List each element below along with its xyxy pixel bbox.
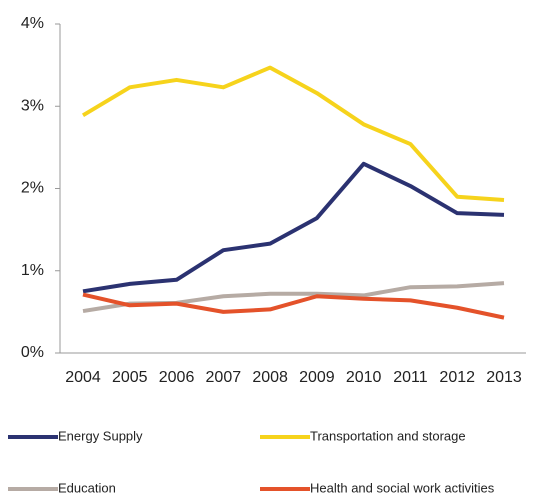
x-tick-label: 2011 [393, 369, 428, 386]
y-tick-label: 2% [21, 180, 44, 197]
x-tick-label: 2010 [346, 369, 382, 386]
x-tick-label: 2009 [299, 369, 335, 386]
legend-label: Education [58, 480, 116, 494]
legend-label: Energy Supply [58, 428, 143, 443]
line-series [82, 161, 505, 294]
x-tick-label: 2008 [252, 369, 288, 386]
legend-label: Health and social work activities [310, 480, 495, 494]
legend-label: Transportation and storage [310, 428, 466, 443]
line-series [82, 292, 505, 320]
x-tick-label: 2005 [112, 369, 148, 386]
y-tick-label: 3% [21, 97, 44, 114]
x-tick-label: 2012 [439, 369, 475, 386]
line-series [81, 65, 505, 203]
y-tick-label: 4% [21, 15, 44, 32]
x-tick-label: 2007 [206, 369, 242, 386]
y-tick-label: 1% [21, 262, 44, 279]
y-tick-label: 0% [21, 344, 44, 361]
x-tick-label: 2006 [159, 369, 195, 386]
x-tick-label: 2013 [486, 369, 522, 386]
x-tick-label: 2004 [65, 369, 101, 386]
